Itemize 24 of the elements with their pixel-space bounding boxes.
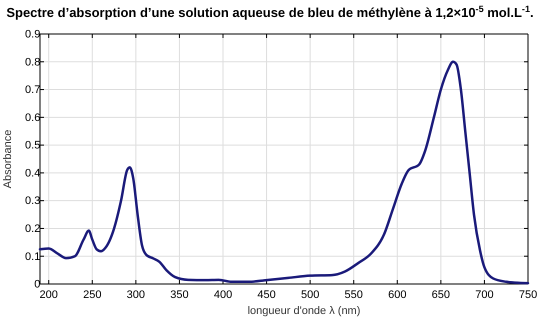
x-tick-label: 500 (300, 289, 320, 301)
y-tick-label: 0.5 (25, 140, 40, 152)
x-tick-label: 650 (432, 289, 450, 301)
x-tick-label: 200 (40, 289, 58, 301)
x-axis-title: longueur d'onde λ (nm) (248, 305, 360, 317)
y-tick-label: 0.6 (25, 112, 40, 124)
chart-title: Spectre d’absorption d’une solution aqueuse de bleu de méthylène à 1,2×10$^{-5}$ mol.L$^{-1}$. (6, 4, 534, 20)
x-tick-label: 350 (170, 289, 189, 301)
y-tick-label: 0.8 (25, 56, 40, 68)
x-tick-label: 400 (214, 289, 232, 301)
x-tick-label: 300 (126, 289, 146, 301)
y-axis-title: Absorbance (2, 130, 14, 188)
y-tick-label: 0.9 (25, 28, 40, 41)
x-tick-label: 700 (475, 289, 494, 301)
x-tick-label: 750 (518, 289, 538, 301)
y-tick-label: 0.7 (25, 84, 40, 96)
y-tick-label: 0.2 (25, 222, 40, 235)
x-tick-label: 550 (344, 289, 363, 301)
y-tick-label: 0.4 (25, 167, 40, 180)
x-tick-label: 600 (388, 289, 406, 301)
x-tick-label: 250 (83, 289, 102, 301)
x-tick-label: 450 (257, 289, 276, 301)
y-tick-label: 0.1 (25, 250, 40, 263)
y-tick-label: 0.3 (25, 195, 40, 208)
